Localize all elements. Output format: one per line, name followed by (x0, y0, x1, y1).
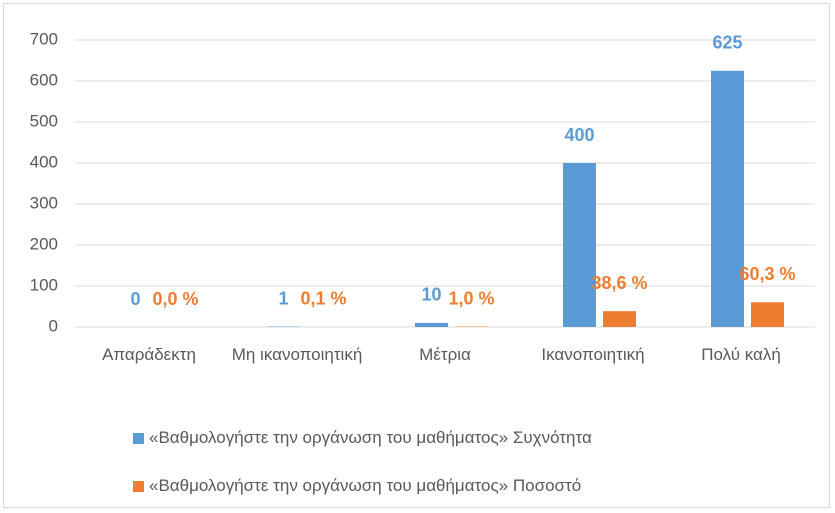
bar (751, 302, 784, 327)
legend-label: «Βαθμολογήστε την οργάνωση του μαθήματος… (149, 428, 592, 447)
data-label: 0 (130, 289, 140, 309)
data-label: 625 (712, 33, 742, 53)
x-tick-label: Μη ικανοποιητική (231, 345, 363, 364)
data-label: 1 (278, 288, 288, 308)
legend-entry: «Βαθμολογήστε την οργάνωση του μαθήματος… (133, 428, 592, 448)
data-label: 400 (564, 125, 594, 145)
x-tick-label: Πολύ καλή (701, 345, 781, 364)
data-label: 1,0 % (448, 288, 494, 308)
bar (415, 322, 448, 327)
y-tick-label: 300 (30, 193, 58, 212)
bar (603, 311, 636, 327)
bar (711, 70, 744, 327)
data-label: 0,1 % (300, 289, 346, 309)
bar (563, 163, 596, 327)
legend-swatch (133, 480, 144, 492)
x-tick-label: Απαράδεκτη (102, 345, 196, 364)
y-tick-label: 400 (30, 152, 58, 171)
y-tick-label: 600 (30, 70, 58, 89)
x-tick-label: Μέτρια (419, 345, 471, 364)
y-tick-label: 700 (30, 29, 58, 48)
legend-swatch (133, 432, 144, 444)
legend-entry: «Βαθμολογήστε την οργάνωση του μαθήματος… (133, 476, 581, 496)
chart-border (3, 3, 830, 508)
data-label: 38,6 % (591, 273, 647, 293)
x-tick-label: Ικανοποιητική (541, 345, 645, 364)
y-tick-label: 500 (30, 111, 58, 130)
legend-label: «Βαθμολογήστε την οργάνωση του μαθήματος… (149, 476, 582, 495)
data-label: 0,0 % (152, 289, 198, 309)
data-label: 10 (421, 285, 441, 305)
y-tick-label: 0 (49, 316, 58, 335)
y-tick-label: 200 (30, 234, 58, 253)
data-label: 60,3 % (739, 264, 795, 284)
y-tick-label: 100 (30, 275, 58, 294)
